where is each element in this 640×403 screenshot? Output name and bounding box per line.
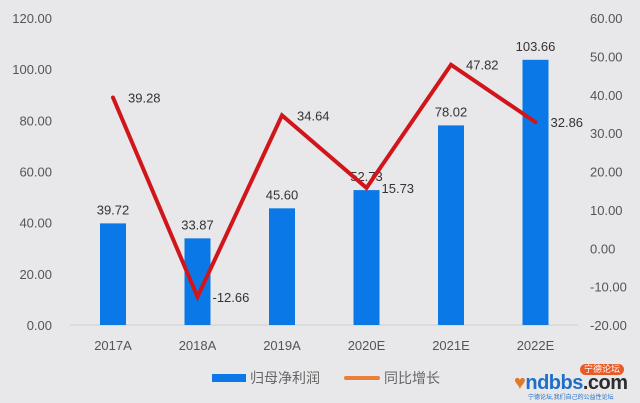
right-tick-label: 0.00: [590, 241, 615, 256]
legend: 归母净利润 同比增长: [212, 367, 440, 389]
left-axis: 0.00 20.00 40.00 60.00 80.00 100.00 120.00: [12, 11, 52, 333]
line-data-label: 34.64: [297, 108, 330, 123]
category-label: 2022E: [517, 338, 555, 353]
category-axis: 2017A 2018A 2019A 2020E 2021E 2022E: [94, 338, 554, 353]
right-tick-label: 10.00: [590, 203, 623, 218]
category-label: 2020E: [348, 338, 386, 353]
bar-data-label: 78.02: [435, 104, 468, 119]
left-tick-label: 100.00: [12, 62, 52, 77]
line-data-label: 47.82: [466, 58, 499, 73]
category-label: 2021E: [432, 338, 470, 353]
category-label: 2019A: [263, 338, 301, 353]
line-data-label: 15.73: [382, 181, 415, 196]
right-tick-label: -20.00: [590, 318, 627, 333]
left-tick-label: 80.00: [19, 113, 52, 128]
bar: [353, 190, 380, 325]
left-tick-label: 20.00: [19, 267, 52, 282]
legend-item-net-profit: 归母净利润: [212, 368, 320, 388]
left-tick-label: 60.00: [19, 165, 52, 180]
right-tick-label: 50.00: [590, 49, 623, 64]
bar: [522, 59, 549, 326]
watermark-tagline: 宁德论坛,我们自己的公益性论坛: [528, 395, 614, 401]
left-tick-label: 120.00: [12, 11, 52, 26]
right-tick-label: -10.00: [590, 280, 627, 295]
right-tick-label: 20.00: [590, 165, 623, 180]
line-series: 39.28 -12.66 34.64 15.73 47.82 32.86: [111, 58, 584, 305]
line-data-label: 39.28: [128, 91, 161, 106]
left-tick-label: 0.00: [27, 318, 52, 333]
watermark-logo: 宁德论坛 ♥ndbbs.com 宁德论坛,我们自己的公益性论坛: [514, 364, 634, 401]
heart-icon: ♥: [514, 372, 526, 394]
right-tick-label: 30.00: [590, 126, 623, 141]
bar-data-label: 39.72: [97, 202, 130, 217]
right-tick-label: 60.00: [590, 11, 623, 26]
bar-swatch-icon: [212, 374, 246, 382]
legend-label: 归母净利润: [250, 370, 320, 386]
category-label: 2017A: [94, 338, 132, 353]
bar: [100, 223, 126, 325]
legend-label: 同比增长: [384, 370, 440, 386]
right-tick-label: 40.00: [590, 88, 623, 103]
watermark-badge: 宁德论坛: [580, 364, 625, 375]
line-data-label: 32.86: [551, 115, 584, 130]
growth-line: [111, 61, 538, 302]
bar-data-label: 33.87: [181, 217, 214, 232]
category-label: 2018A: [179, 338, 217, 353]
watermark-brand: ♥ndbbs.com: [514, 372, 628, 394]
bar-data-label: 103.66: [516, 39, 556, 54]
line-data-label: -12.66: [213, 290, 250, 305]
bar: [438, 125, 464, 325]
right-axis: -20.00 -10.00 0.00 10.00 20.00 30.00 40.00 50.0…: [590, 11, 627, 333]
legend-item-yoy-growth: 同比增长: [344, 368, 440, 388]
bar-data-label: 45.60: [266, 187, 299, 202]
left-tick-label: 40.00: [19, 216, 52, 231]
bar: [269, 208, 295, 325]
line-swatch-icon: [344, 376, 380, 380]
